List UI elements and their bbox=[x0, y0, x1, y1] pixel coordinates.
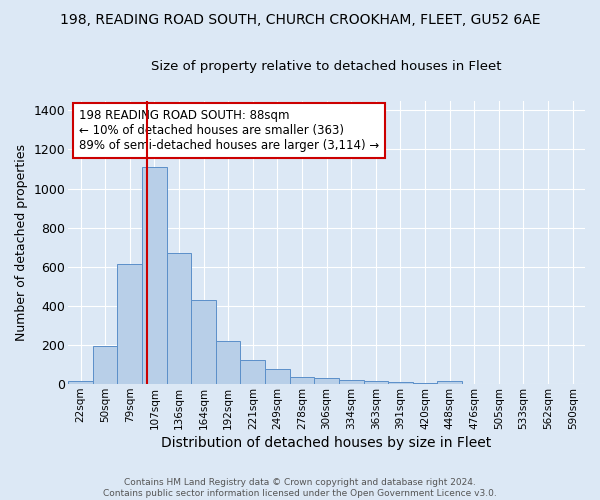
Bar bbox=[142, 167, 167, 384]
Bar bbox=[118, 264, 142, 384]
Text: 198 READING ROAD SOUTH: 88sqm
← 10% of detached houses are smaller (363)
89% of : 198 READING ROAD SOUTH: 88sqm ← 10% of d… bbox=[79, 109, 379, 152]
Bar bbox=[437, 381, 462, 384]
Bar bbox=[314, 378, 339, 384]
Bar bbox=[339, 380, 364, 384]
Bar bbox=[241, 360, 265, 384]
Bar bbox=[413, 383, 437, 384]
Bar bbox=[93, 346, 118, 384]
Bar bbox=[290, 378, 314, 384]
Bar bbox=[388, 382, 413, 384]
Y-axis label: Number of detached properties: Number of detached properties bbox=[15, 144, 28, 341]
Bar bbox=[364, 381, 388, 384]
Bar bbox=[167, 253, 191, 384]
Bar bbox=[216, 341, 241, 384]
Bar bbox=[265, 370, 290, 384]
Text: Contains HM Land Registry data © Crown copyright and database right 2024.
Contai: Contains HM Land Registry data © Crown c… bbox=[103, 478, 497, 498]
Text: 198, READING ROAD SOUTH, CHURCH CROOKHAM, FLEET, GU52 6AE: 198, READING ROAD SOUTH, CHURCH CROOKHAM… bbox=[60, 12, 540, 26]
Bar bbox=[68, 381, 93, 384]
Title: Size of property relative to detached houses in Fleet: Size of property relative to detached ho… bbox=[151, 60, 502, 73]
X-axis label: Distribution of detached houses by size in Fleet: Distribution of detached houses by size … bbox=[161, 436, 492, 450]
Bar bbox=[191, 300, 216, 384]
